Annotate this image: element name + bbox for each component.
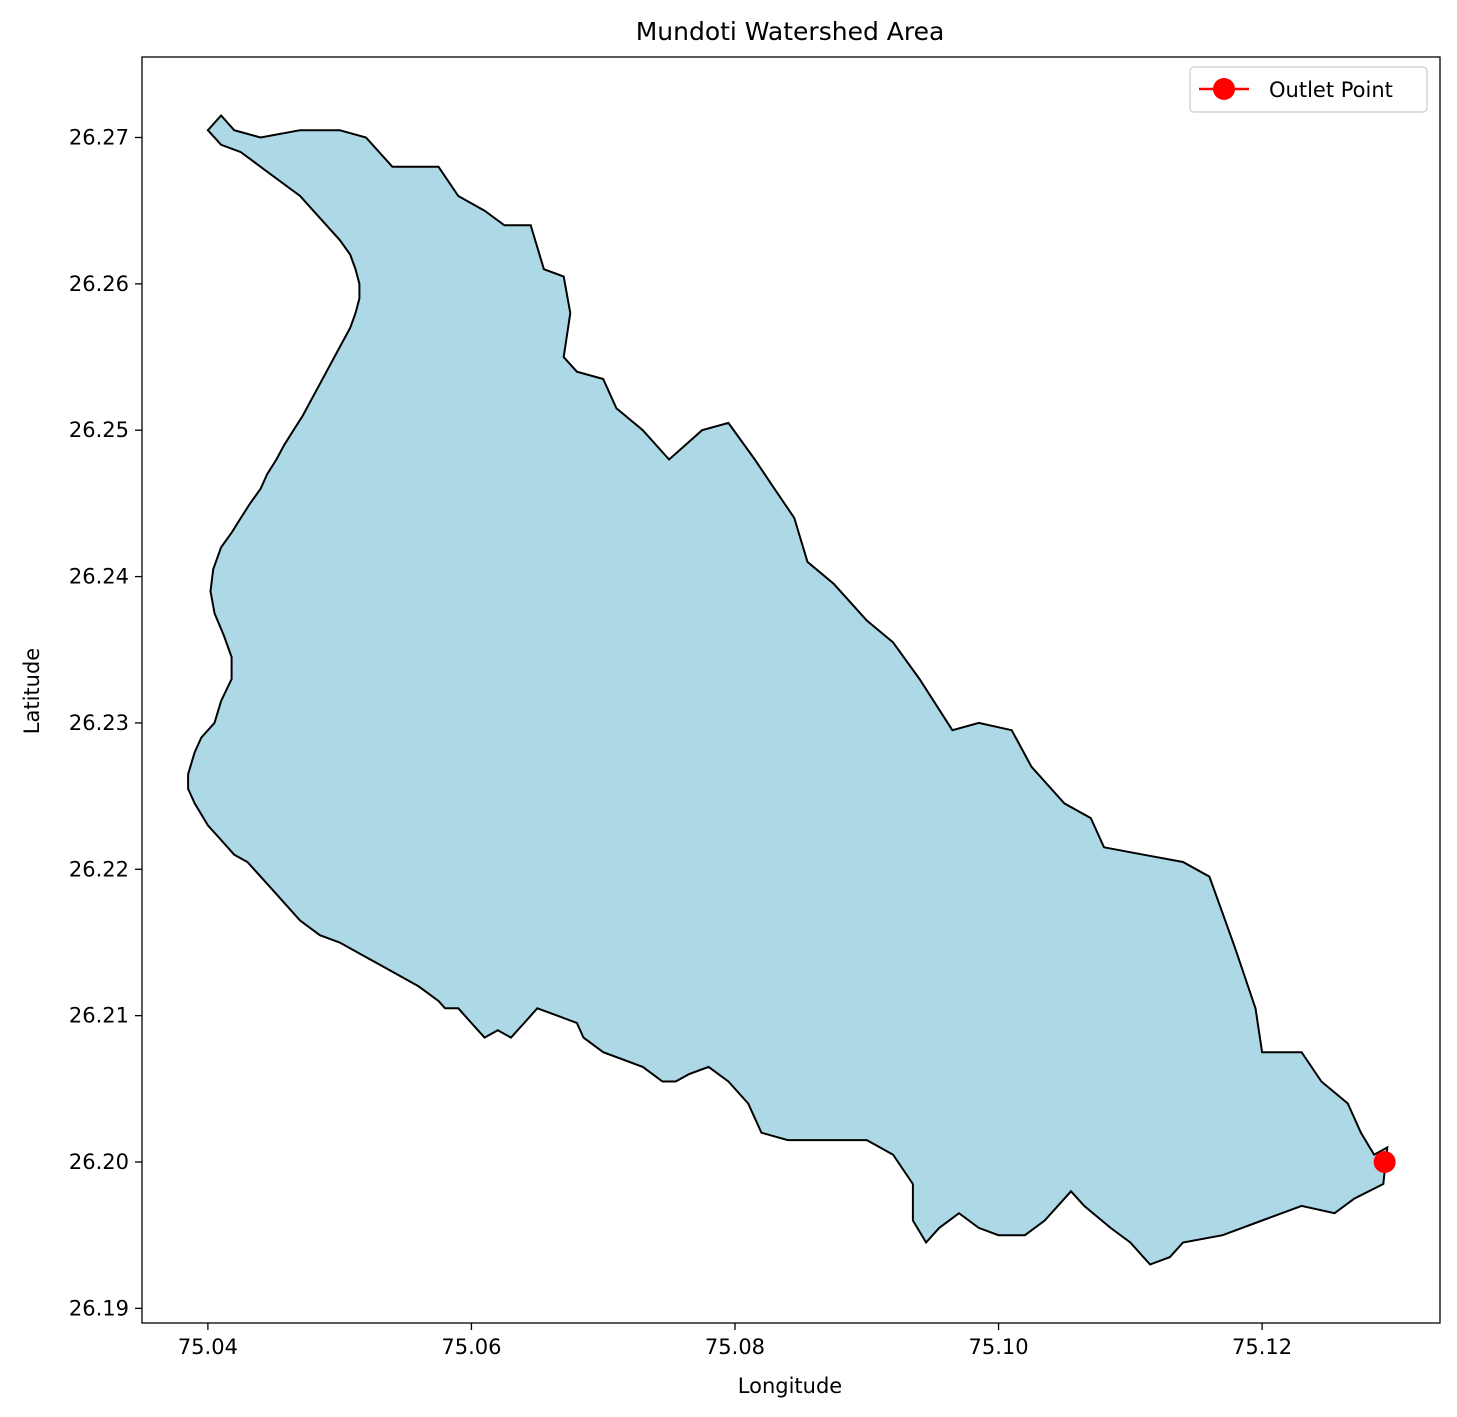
- y-tick-label: 26.27: [69, 125, 129, 149]
- x-axis-label: Longitude: [738, 1374, 842, 1398]
- legend: Outlet Point: [1189, 66, 1428, 113]
- y-tick-label: 26.19: [69, 1296, 129, 1320]
- legend-label-outlet-point: Outlet Point: [1269, 78, 1393, 102]
- axes-frame: [141, 56, 1441, 1324]
- y-tick-label: 26.22: [69, 857, 129, 881]
- outlet-point-marker: [1373, 1151, 1396, 1174]
- y-axis-ticks: 26.19 26.20 26.21 26.22 26.23 26.24 26.25 26.26…: [69, 125, 142, 1320]
- legend-box: [1189, 66, 1428, 113]
- y-tick-label: 26.24: [69, 565, 129, 589]
- chart-title: Mundoti Watershed Area: [636, 17, 945, 46]
- plot-area: [187, 114, 1396, 1266]
- x-tick-label: 75.04: [178, 1335, 238, 1359]
- x-axis-ticks: 75.04 75.06 75.08 75.10 75.12: [178, 1323, 1292, 1359]
- x-tick-label: 75.10: [968, 1335, 1028, 1359]
- y-tick-label: 26.20: [69, 1150, 129, 1174]
- y-tick-label: 26.26: [69, 272, 129, 296]
- legend-marker-icon: [1213, 78, 1235, 100]
- watershed-polygon: [187, 114, 1389, 1266]
- x-tick-label: 75.12: [1232, 1335, 1292, 1359]
- x-tick-label: 75.08: [705, 1335, 765, 1359]
- y-tick-label: 26.23: [69, 711, 129, 735]
- y-tick-label: 26.21: [69, 1004, 129, 1028]
- y-tick-label: 26.25: [69, 418, 129, 442]
- y-axis-label: Latitude: [20, 648, 44, 734]
- x-tick-label: 75.06: [441, 1335, 501, 1359]
